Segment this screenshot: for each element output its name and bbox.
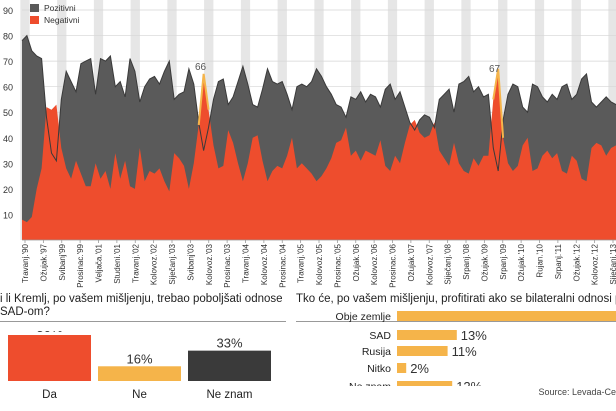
x-tick-label: Srpanj.'11 [554, 243, 563, 279]
bar-0 [8, 335, 91, 381]
bar-category-label: Da [42, 389, 57, 401]
x-tick-label: Prosinac.'99 [76, 243, 85, 287]
y-tick-label: 70 [3, 57, 13, 67]
hbar-category-label: SAD [369, 330, 391, 342]
bar-category-label: Ne znam [206, 389, 252, 401]
y-tick-label: 30 [3, 159, 13, 169]
x-tick-label: Kolovoz.'02 [150, 243, 159, 285]
question-left: i li Kremlj, po vašem mišljenju, trebao … [0, 293, 283, 318]
hbar-category-label: Ne znam [349, 381, 391, 386]
x-tick-label: Prosinac.'05 [333, 243, 342, 287]
bar-1 [98, 366, 181, 381]
callout-66: 66 [195, 62, 207, 73]
x-tick-label: Svibanj'99 [58, 243, 67, 280]
hbar-value-label: 11% [452, 344, 477, 359]
x-tick-label: Ožujak.'97 [39, 243, 48, 281]
source-note: Source: Levada-Ce [538, 387, 616, 397]
x-tick-label: Kolovoz.'05 [315, 243, 324, 285]
legend-label-negative: Negativni [44, 15, 80, 25]
hbar-category-label: Rusija [362, 346, 391, 358]
x-tick-label: Ožujak.'09 [480, 243, 489, 281]
hbar-1 [397, 330, 457, 340]
x-tick-label: Kolovoz.'12 [591, 243, 600, 285]
bar-value-label: 33% [216, 336, 242, 351]
x-tick-label: Siječanj.'13 [609, 243, 616, 284]
legend: Pozitivni Negativni [30, 3, 80, 25]
y-tick-label: 90 [3, 6, 13, 16]
negative-area [22, 68, 616, 240]
kremlin-bar-chart: 50% Da 16% Ne 33% Ne znam [8, 331, 271, 401]
hbar-value-label: 13% [461, 328, 487, 343]
x-tick-label: Veljača.'01 [95, 243, 104, 282]
x-tick-label: Kolovoz.'07 [425, 243, 434, 285]
hbar-4 [397, 381, 453, 386]
profit-bar-chart: Obje zemlje SAD 13% Rusija 11% Nitko 2% Ne znam… [336, 311, 616, 386]
x-tick-label: Kolovoz.'06 [370, 243, 379, 285]
hbar-3 [397, 363, 407, 373]
x-tick-label: Studeni.'01 [113, 243, 122, 283]
x-tick-label: Srpanj.'08 [462, 243, 471, 279]
y-axis-ticks: 10 20 30 40 50 60 70 80 90 [3, 6, 13, 220]
peak-highlight [492, 68, 505, 138]
divider-right [296, 321, 616, 322]
y-tick-label: 80 [3, 32, 13, 42]
hbar-value-label: 2% [410, 361, 429, 376]
legend-swatch-positive [30, 4, 39, 12]
x-axis-ticks: Travanj.'90 Ožujak.'97 Svibanj'99 Prosinac.… [21, 239, 616, 288]
x-tick-label: Siječanj.'08 [444, 243, 453, 284]
y-tick-label: 40 [3, 134, 13, 144]
x-tick-label: Kolovoz.'04 [260, 243, 269, 285]
bar-value-label: 16% [126, 351, 152, 366]
peak-highlight [197, 73, 210, 126]
x-tick-label: Ožujak.'06 [352, 243, 361, 281]
hbar-2 [397, 346, 448, 356]
x-tick-label: Prosinac.'06 [389, 243, 398, 287]
x-tick-label: Ožujak.'10 [517, 243, 526, 281]
y-tick-label: 60 [3, 83, 13, 93]
x-tick-label: Rujan.'10 [536, 243, 545, 277]
bar-value-label: 50% [36, 331, 62, 335]
legend-label-positive: Pozitivni [44, 3, 76, 13]
divider-left [0, 321, 286, 322]
y-tick-label: 20 [3, 185, 13, 195]
question-right: Tko će, po vašem mišljenju, profitirati … [296, 293, 616, 305]
hbar-category-label: Nitko [367, 363, 391, 375]
approval-area-chart: 10 20 30 40 50 60 70 80 90 Travanj.'90 Ožujak.'97… [3, 0, 616, 288]
hbar-category-label: Obje zemlje [336, 311, 392, 323]
x-tick-label: Prosinac.'03 [223, 243, 232, 287]
x-tick-label: Kolovoz.'03 [205, 243, 214, 285]
hbar-0 [397, 311, 616, 321]
callouts: 66 67 [195, 62, 501, 75]
x-tick-label: Travanj.'02 [131, 243, 140, 283]
callout-67: 67 [489, 64, 501, 75]
data-areas [21, 34, 616, 240]
x-tick-label: Srpanj.'09 [499, 243, 508, 279]
x-tick-label: Travanj.'05 [297, 243, 306, 283]
bar-2 [188, 350, 271, 381]
x-tick-label: Svibanj'03 [186, 243, 195, 280]
x-tick-label: Siječanj.'03 [168, 243, 177, 284]
y-tick-label: 50 [3, 108, 13, 118]
bar-category-label: Ne [132, 389, 147, 401]
legend-swatch-negative [30, 16, 39, 24]
x-tick-label: Prosinac.'04 [278, 243, 287, 287]
x-tick-label: Ožujak.'12 [572, 243, 581, 281]
x-tick-label: Travanj.'04 [242, 243, 251, 283]
hbar-value-label: 12% [456, 379, 482, 386]
positive-line [21, 34, 616, 172]
y-tick-label: 10 [3, 210, 13, 220]
x-tick-label: Ožujak.'07 [407, 243, 416, 281]
x-tick-label: Travanj.'90 [21, 243, 30, 283]
